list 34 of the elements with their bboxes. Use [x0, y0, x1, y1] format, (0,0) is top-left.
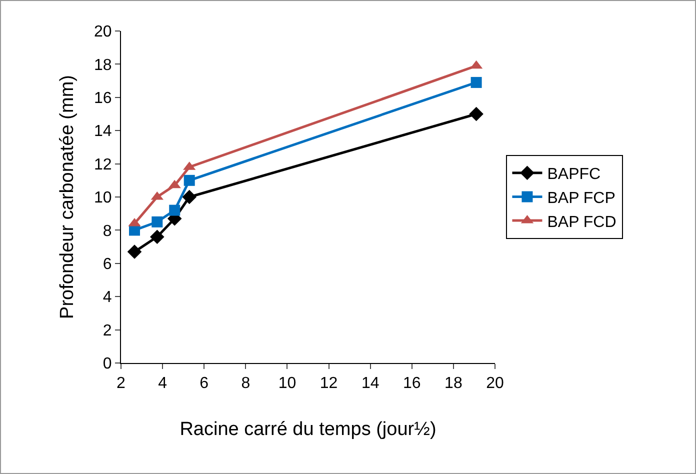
- y-tick-label: 10: [94, 190, 112, 207]
- y-tick-label: 0: [102, 356, 112, 373]
- x-tick-label: 16: [402, 375, 421, 392]
- point: [169, 204, 180, 216]
- y-tick-label: 20: [94, 24, 112, 41]
- point: [184, 174, 195, 186]
- y-axis-title: Profondeur carbonatée (mm): [57, 75, 78, 319]
- legend-label: BAP FCP: [547, 190, 616, 207]
- x-tick-label: 6: [200, 375, 209, 392]
- x-tick-label: 8: [241, 375, 250, 392]
- legend-label: BAP FCD: [547, 214, 616, 231]
- point: [152, 216, 163, 228]
- legend-label: BAPFC: [547, 166, 601, 184]
- y-tick-label: 18: [94, 56, 112, 74]
- y-tick-label: 6: [102, 256, 112, 273]
- x-tick-label: 12: [320, 375, 338, 392]
- point: [182, 190, 197, 204]
- point: [470, 76, 482, 88]
- x-tick-label: 4: [158, 375, 168, 392]
- y-tick-label: 14: [94, 123, 112, 140]
- x-tick-label: 20: [486, 375, 504, 392]
- y-tick-label: 8: [102, 222, 112, 240]
- x-tick-label: 14: [361, 375, 380, 392]
- y-tick-label: 12: [94, 156, 112, 174]
- x-axis-title: Racine carré du temps (jour½): [180, 419, 436, 440]
- x-tick-label: 2: [116, 375, 126, 392]
- point: [150, 230, 164, 244]
- point: [127, 244, 142, 259]
- point: [469, 106, 484, 122]
- x-tick-label: 18: [444, 375, 462, 392]
- y-tick-label: 2: [102, 322, 112, 340]
- y-tick-label: 16: [94, 90, 112, 107]
- x-tick-label: 10: [278, 375, 296, 392]
- y-tick-label: 4: [102, 289, 112, 306]
